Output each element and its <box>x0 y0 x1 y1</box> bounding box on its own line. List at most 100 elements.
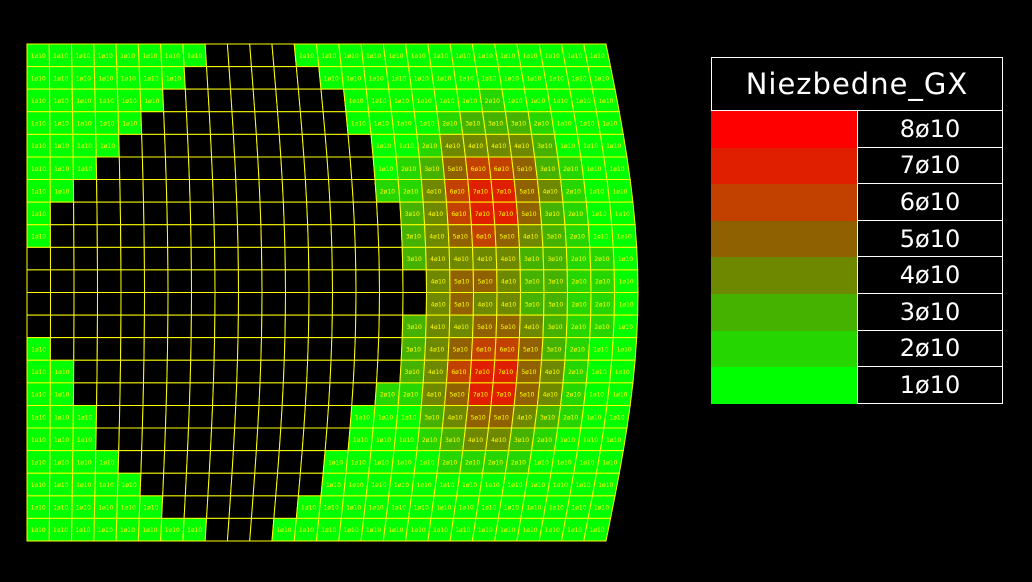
mesh-cell <box>163 111 189 135</box>
mesh-cell <box>352 201 379 226</box>
cell-label: 1ø10 <box>31 482 46 489</box>
mesh-cell <box>277 111 303 135</box>
mesh-cell <box>73 359 98 384</box>
mesh-cell <box>328 382 354 406</box>
mesh-cell <box>190 269 216 293</box>
legend-title: Niezbedne_GX <box>711 57 1003 111</box>
cell-label: 2ø10 <box>568 211 583 218</box>
mesh-cell <box>118 427 143 452</box>
mesh-cell <box>213 224 239 248</box>
cell-label: 1ø10 <box>54 121 69 128</box>
cell-label: 1ø10 <box>53 527 68 534</box>
cell-label: 1ø10 <box>534 459 549 466</box>
cell-label: 1ø10 <box>567 53 582 60</box>
mesh-cell <box>226 43 252 68</box>
cell-label: 3ø10 <box>524 256 539 263</box>
cell-label: 2ø10 <box>594 256 609 263</box>
cell-label: 1ø10 <box>615 211 630 218</box>
cell-label: 1ø10 <box>31 346 46 353</box>
mesh-cell <box>96 224 122 248</box>
cell-label: 1ø10 <box>99 121 114 128</box>
legend-item: 2ø10 <box>711 330 1003 368</box>
cell-label: 1ø10 <box>276 527 291 534</box>
mesh-cell <box>378 292 404 316</box>
mesh-cell <box>249 517 275 542</box>
cell-label: 4ø10 <box>431 301 446 308</box>
mesh-cell <box>320 88 347 113</box>
cell-label: 1ø10 <box>31 53 46 60</box>
cell-label: 1ø10 <box>439 482 454 489</box>
mesh-cell <box>280 156 306 181</box>
mesh-cell <box>206 66 232 90</box>
mesh-cell <box>307 314 333 339</box>
mesh-cell <box>297 88 324 113</box>
cell-label: 1ø10 <box>371 98 386 105</box>
legend-swatch <box>711 184 857 221</box>
mesh-cell <box>261 292 287 316</box>
cell-label: 6ø10 <box>450 188 465 195</box>
mesh-cell <box>183 495 209 519</box>
cell-label: 1ø10 <box>77 121 92 128</box>
cell-label: 1ø10 <box>122 482 137 489</box>
cell-label: 2ø10 <box>571 324 586 331</box>
cell-label: 1ø10 <box>142 527 157 534</box>
mesh-cell <box>209 133 236 158</box>
mesh-cell <box>231 111 257 135</box>
mesh-cell <box>73 224 98 248</box>
cell-label: 1ø10 <box>560 437 575 444</box>
cell-label: 5ø10 <box>519 392 534 399</box>
mesh-cell <box>212 201 239 226</box>
mesh-cell <box>260 246 286 271</box>
mesh-cell <box>278 427 305 452</box>
mesh-cell <box>257 404 283 429</box>
cell-label: 1ø10 <box>344 53 359 60</box>
cell-label: 2ø10 <box>511 459 526 466</box>
cell-label: 4ø10 <box>428 369 443 376</box>
cell-label: 1ø10 <box>612 188 627 195</box>
cell-label: 4ø10 <box>543 188 558 195</box>
cell-label: 1ø10 <box>31 459 46 466</box>
mesh-cell <box>188 179 214 203</box>
mesh-cell <box>377 337 403 361</box>
cell-label: 1ø10 <box>53 53 68 60</box>
cell-label: 1ø10 <box>77 143 92 150</box>
cell-label: 5ø10 <box>521 369 536 376</box>
cell-label: 1ø10 <box>619 301 634 308</box>
mesh-cell <box>73 269 99 293</box>
mesh-cell <box>120 337 145 361</box>
cell-label: 1ø10 <box>459 505 474 512</box>
legend-label: 3ø10 <box>857 293 1003 331</box>
cell-label: 1ø10 <box>609 166 624 173</box>
mesh-cell <box>163 450 189 474</box>
cell-label: 1ø10 <box>593 346 608 353</box>
mesh-cell <box>140 111 166 135</box>
mesh-cell <box>162 88 187 113</box>
cell-label: 4ø10 <box>454 324 469 331</box>
cell-label: 1ø10 <box>530 98 545 105</box>
mesh-cell <box>252 472 279 497</box>
mesh-cell <box>378 314 404 339</box>
mesh-cell <box>250 66 277 90</box>
cell-label: 1ø10 <box>411 527 426 534</box>
mesh-cell <box>307 246 333 271</box>
cell-label: 1ø10 <box>455 527 470 534</box>
mesh-cell <box>190 224 216 248</box>
cell-label: 5ø10 <box>453 346 468 353</box>
mesh-cell <box>141 427 166 452</box>
cell-label: 1ø10 <box>301 505 316 512</box>
cell-label: 1ø10 <box>399 437 414 444</box>
cell-label: 1ø10 <box>500 53 515 60</box>
cell-label: 1ø10 <box>583 437 598 444</box>
mesh-cell <box>206 495 232 519</box>
cell-label: 1ø10 <box>53 482 68 489</box>
mesh-cell <box>234 156 260 181</box>
mesh-cell <box>283 224 309 248</box>
cell-label: 1ø10 <box>54 459 69 466</box>
cell-label: 2ø10 <box>485 98 500 105</box>
cell-label: 2ø10 <box>563 166 578 173</box>
cell-label: 3ø10 <box>465 121 480 128</box>
mesh-cell <box>232 133 259 158</box>
mesh-cell <box>119 201 145 226</box>
mesh-cell <box>143 337 169 361</box>
cell-label: 1ø10 <box>54 98 69 105</box>
